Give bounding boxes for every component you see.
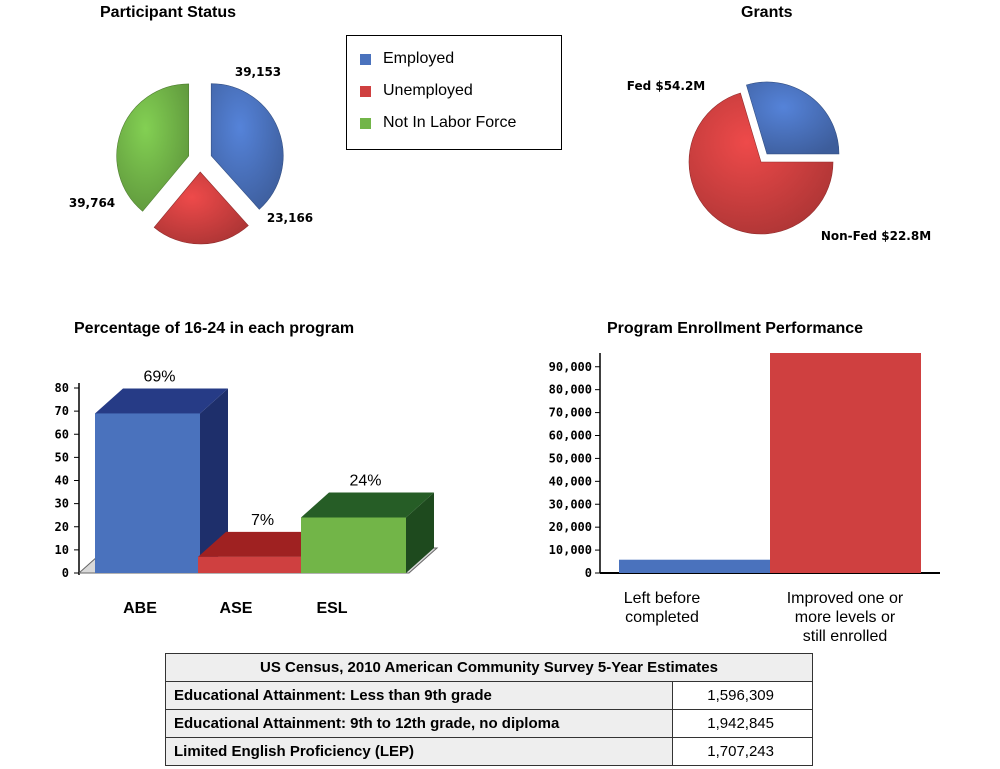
bar	[95, 413, 200, 573]
legend-swatch-not-in-labor-force	[360, 117, 371, 129]
data-label: 7%	[251, 512, 274, 529]
grants-pie: Fed $54.2M Non-Fed $22.8M	[627, 79, 931, 243]
x-tick-label: ESL	[316, 600, 347, 617]
legend-item: Unemployed	[360, 82, 473, 100]
pie-slice	[210, 83, 284, 210]
legend-label: Unemployed	[383, 82, 473, 99]
y-tick-label: 60,000	[549, 429, 592, 443]
bar-top	[198, 531, 331, 557]
table-row: Limited English Proficiency (LEP) 1,707,…	[165, 737, 813, 766]
y-tick-label: 70	[55, 404, 69, 418]
y-tick-label: 60	[55, 427, 69, 441]
pie-slice	[116, 83, 190, 212]
bar-side	[200, 388, 228, 573]
y-tick-label: 10,000	[549, 543, 592, 557]
data-label: 24%	[349, 473, 381, 490]
x-tick-label: Left before	[624, 590, 701, 607]
census-row-value: 1,942,845	[672, 709, 813, 738]
y-tick-label: 80,000	[549, 383, 592, 397]
legend-swatch-unemployed	[360, 85, 371, 97]
y-tick-label: 40	[55, 474, 69, 488]
pie-slice	[746, 81, 840, 155]
participant-status-pie: 39,153 23,166 39,764	[69, 65, 313, 245]
x-tick-label: Improved one or	[787, 590, 904, 607]
legend-label: Not In Labor Force	[383, 114, 517, 131]
y-tick-label: 40,000	[549, 474, 592, 488]
y-tick-label: 70,000	[549, 406, 592, 420]
census-table: US Census, 2010 American Community Surve…	[165, 653, 813, 766]
y-tick-label: 50	[55, 450, 69, 464]
y-tick-label: 0	[585, 566, 592, 580]
data-label: 69%	[143, 368, 175, 385]
y-tick-label: 0	[62, 566, 69, 580]
enrollment-title: Program Enrollment Performance	[607, 320, 864, 337]
census-title: US Census, 2010 American Community Surve…	[165, 653, 813, 682]
census-row-value: 1,596,309	[672, 681, 813, 710]
x-tick-label: still enrolled	[803, 628, 887, 645]
youth-pct-title: Percentage of 16-24 in each program	[74, 320, 355, 337]
bar-top	[95, 388, 228, 414]
x-tick-label: completed	[625, 609, 699, 626]
y-tick-label: 50,000	[549, 451, 592, 465]
y-tick-label: 10	[55, 543, 69, 557]
census-row-value: 1,707,243	[672, 737, 813, 766]
census-row-label: Educational Attainment: Less than 9th gr…	[165, 681, 673, 710]
pie-slice	[153, 171, 249, 245]
bar	[770, 353, 921, 573]
x-tick-label: ASE	[220, 600, 253, 617]
bar	[619, 559, 770, 573]
bar-top	[301, 492, 434, 518]
census-header-row: US Census, 2010 American Community Surve…	[165, 653, 813, 682]
y-tick-label: 20,000	[549, 520, 592, 534]
pie-value-label: Non-Fed $22.8M	[821, 229, 931, 243]
grants-title: Grants	[741, 4, 793, 21]
legend-item: Employed	[360, 50, 454, 68]
pie-value-label: 39,764	[69, 196, 115, 210]
pie-value-label: 39,153	[235, 65, 281, 79]
table-row: Educational Attainment: 9th to 12th grad…	[165, 709, 813, 738]
census-row-label: Educational Attainment: 9th to 12th grad…	[165, 709, 673, 738]
y-tick-label: 80	[55, 381, 69, 395]
x-tick-label: ABE	[123, 600, 157, 617]
bar-side	[406, 492, 434, 573]
legend-item: Not In Labor Force	[360, 114, 516, 132]
y-tick-label: 90,000	[549, 360, 592, 374]
legend-swatch-employed	[360, 53, 371, 65]
youth-pct-bar-chart: 0 10 20 30 40 50 60 70 80 69% ABE 7% ASE 24% ESL	[55, 368, 439, 617]
y-tick-label: 30	[55, 497, 69, 511]
participant-status-title: Participant Status	[100, 4, 237, 21]
x-tick-label: more levels or	[795, 609, 896, 626]
charts-canvas: 39,153 23,166 39,764 Fed $54.2M Non-Fed $22…	[55, 65, 940, 645]
bar	[301, 517, 406, 573]
y-tick-label: 20	[55, 520, 69, 534]
y-tick-label: 30,000	[549, 497, 592, 511]
table-row: Educational Attainment: Less than 9th gr…	[165, 681, 813, 710]
enrollment-bar-chart: 0 10,000 20,000 30,000 40,000 50,000 60,000 70,…	[549, 353, 940, 645]
bar	[198, 556, 303, 573]
pie-slice	[688, 92, 834, 235]
pie-value-label: 23,166	[267, 211, 313, 225]
census-row-label: Limited English Proficiency (LEP)	[165, 737, 673, 766]
legend: Employed Unemployed Not In Labor Force	[346, 35, 562, 150]
legend-label: Employed	[383, 50, 455, 67]
pie-value-label: Fed $54.2M	[627, 79, 706, 93]
